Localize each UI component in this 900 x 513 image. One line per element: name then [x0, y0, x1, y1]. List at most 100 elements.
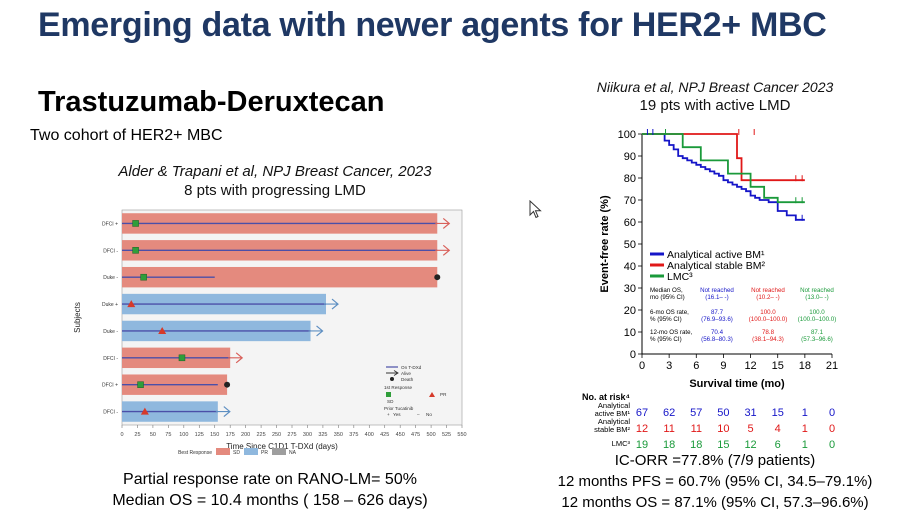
km-y-axis-label: Event-free rate (%)	[599, 195, 611, 293]
km-risk-value: 11	[691, 423, 702, 435]
left-citation: Alder & Trapani et al, NPJ Breast Cancer…	[118, 163, 432, 180]
swimmer-x-tick-label: 400	[365, 432, 374, 438]
right-result-orr: IC-ORR =77.8% (7/9 patients)	[614, 452, 816, 469]
km-series-line-2	[642, 133, 805, 204]
km-x-tick-label: 9	[720, 360, 726, 372]
legend-best-response-label: PR	[261, 450, 268, 456]
swimmer-alive-arrow	[435, 244, 451, 256]
swimmer-x-tick-label: 275	[287, 432, 296, 438]
legend-best-response-swatch	[216, 448, 230, 455]
swimmer-first-response-sd	[178, 354, 186, 362]
km-x-tick-label: 0	[639, 360, 645, 372]
legend-pr-label: PR	[440, 392, 447, 397]
km-risk-value: 18	[690, 439, 702, 451]
swimmer-alive-arrow	[324, 298, 339, 310]
swimmer-first-response-pr	[127, 300, 136, 308]
right-citation: Niikura et al, NPJ Breast Cancer 2023	[596, 79, 834, 95]
swimmer-x-tick-label: 100	[179, 432, 188, 438]
km-risk-row-label: stable BM²	[594, 425, 630, 434]
km-stats-ci: (16.1– -)	[705, 294, 728, 301]
km-risk-value: 15	[772, 407, 784, 419]
km-risk-value: 1	[802, 407, 808, 419]
swimmer-x-tick-label: 225	[256, 432, 265, 438]
swimmer-first-response-pr	[158, 326, 167, 334]
km-risk-value: 0	[829, 439, 835, 451]
legend-best-response-swatch	[244, 448, 258, 455]
legend-best-response-title: Best Response	[178, 450, 212, 456]
swimmer-x-tick-label: 425	[380, 432, 389, 438]
drug-heading: Trastuzumab-Deruxtecan	[38, 86, 385, 118]
km-stats-row-label-sub: % (95% CI)	[650, 316, 682, 323]
swimmer-alive-arrow	[435, 217, 451, 229]
swimmer-plot: 0 25 50 75 100 125 150 175 200 225 250 275 300 325 350…	[68, 200, 480, 462]
km-y-tick-label: 10	[624, 327, 636, 339]
legend-sd-label: SD	[387, 399, 394, 404]
km-risk-value: 0	[829, 407, 835, 419]
swimmer-subject-label: DFCI -	[103, 410, 118, 416]
km-risk-value: 15	[717, 439, 729, 451]
km-stats-ci: (76.9–93.6)	[701, 316, 733, 323]
swimmer-bar	[122, 266, 438, 288]
km-risk-value: 1	[802, 439, 808, 451]
left-result-rano: Partial response rate on RANO-LM= 50%	[123, 471, 417, 488]
km-risk-title: No. at risk⁴	[582, 392, 630, 402]
swimmer-x-tick-label: 475	[411, 432, 420, 438]
right-subtitle: 19 pts with active LMD	[639, 97, 791, 114]
swimmer-x-tick-label: 200	[241, 432, 250, 438]
legend-first-response-title: 1st Response	[384, 385, 413, 390]
km-legend-label: Analytical active BM¹	[667, 249, 765, 261]
km-stats-ci: (57.3–96.6)	[801, 336, 833, 343]
swimmer-x-tick-label: 25	[134, 432, 140, 438]
legend-prior-no: No	[426, 412, 432, 417]
legend-best-response-label: NA	[289, 450, 297, 456]
legend-status-label: Death	[401, 377, 414, 382]
km-risk-row-label: Analytical	[598, 417, 630, 426]
km-stats-row-label-sub: % (95% CI)	[650, 336, 682, 343]
mouse-cursor-icon	[529, 200, 542, 219]
legend-death-symbol	[390, 377, 394, 381]
legend-prior-minus: –	[417, 412, 420, 417]
swimmer-x-tick-label: 150	[210, 432, 219, 438]
swimmer-subject-label: Duke -	[103, 329, 118, 335]
swimmer-first-response-sd	[140, 273, 147, 281]
km-risk-row-label: LMC³	[612, 439, 631, 448]
swimmer-x-tick-label: 175	[226, 432, 235, 438]
swimmer-x-tick-label: 450	[396, 432, 405, 438]
km-stats-value: 70.4	[711, 329, 724, 336]
km-risk-value: 19	[636, 439, 648, 451]
km-stats-ci: (56.8–80.3)	[701, 336, 733, 343]
km-risk-value: 1	[802, 423, 808, 435]
km-risk-value: 11	[663, 423, 674, 435]
legend-prior-plus: +	[387, 412, 390, 417]
swimmer-x-tick-label: 0	[120, 432, 123, 438]
left-result-os: Median OS = 10.4 months ( 158 – 626 days…	[112, 492, 428, 509]
km-risk-row-label: active BM¹	[595, 409, 631, 418]
right-result-os: 12 months OS = 87.1% (95% CI, 57.3–96.6%…	[561, 494, 869, 511]
km-stats-value: 87.7	[711, 309, 724, 316]
km-stats-value: 78.8	[762, 329, 775, 336]
km-risk-value: 6	[775, 439, 781, 451]
km-risk-value: 0	[829, 423, 835, 435]
km-risk-value: 12	[636, 423, 648, 435]
swimmer-first-response-sd	[132, 220, 139, 227]
left-subtitle: 8 pts with progressing LMD	[184, 182, 366, 199]
km-stats-ci: (13.0– -)	[805, 294, 828, 301]
swimmer-subject-label: Duke -	[103, 275, 118, 281]
km-risk-value: 67	[636, 407, 648, 419]
km-risk-value: 5	[748, 423, 754, 435]
km-risk-value: 10	[717, 423, 729, 435]
swimmer-x-tick-label: 50	[150, 432, 156, 438]
swimmer-subject-label: DFCI -	[103, 248, 118, 254]
km-risk-row-label: Analytical	[598, 401, 630, 410]
swimmer-x-tick-label: 325	[318, 432, 327, 438]
km-y-tick-label: 70	[624, 195, 636, 207]
km-y-tick-label: 50	[624, 239, 636, 251]
legend-best-response-swatch	[272, 448, 286, 455]
km-x-tick-label: 21	[826, 360, 838, 372]
km-stats-row-label: 6-mo OS rate,	[650, 309, 689, 316]
km-y-tick-label: 30	[624, 283, 636, 295]
right-result-pfs: 12 months PFS = 60.7% (95% CI, 34.5–79.1…	[557, 473, 873, 490]
km-risk-value: 12	[744, 439, 756, 451]
swimmer-x-tick-label: 550	[457, 432, 466, 438]
km-stats-value: Not reached	[700, 287, 734, 294]
